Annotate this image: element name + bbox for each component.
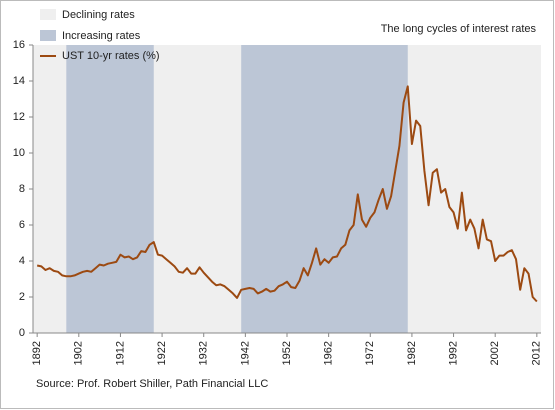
y-tick-label: 4 xyxy=(19,255,25,267)
x-tick-label: 1892 xyxy=(31,341,43,365)
x-tick-label: 2002 xyxy=(489,341,501,365)
x-tick-label: 1982 xyxy=(406,341,418,365)
y-tick-label: 10 xyxy=(13,147,25,159)
y-tick-label: 14 xyxy=(13,75,25,87)
y-tick-label: 12 xyxy=(13,111,25,123)
x-tick-label: 1912 xyxy=(114,341,126,365)
y-tick-label: 0 xyxy=(19,327,25,339)
x-tick-label: 1922 xyxy=(156,341,168,365)
legend-label: UST 10-yr rates (%) xyxy=(62,50,160,62)
x-tick-label: 1992 xyxy=(447,341,459,365)
x-tick-label: 1902 xyxy=(73,341,85,365)
y-tick-label: 16 xyxy=(13,39,25,51)
rate-line xyxy=(36,85,538,303)
x-tick-label: 1972 xyxy=(364,341,376,365)
y-tick-label: 8 xyxy=(19,183,25,195)
x-tick-label: 1962 xyxy=(323,341,335,365)
x-tick-label: 1942 xyxy=(239,341,251,365)
x-tick-label: 1952 xyxy=(281,341,293,365)
x-tick-label: 1932 xyxy=(198,341,210,365)
y-tick-label: 2 xyxy=(19,291,25,303)
legend-swatch xyxy=(40,30,56,41)
chart-title: The long cycles of interest rates xyxy=(381,23,537,35)
y-tick-label: 6 xyxy=(19,219,25,231)
legend-swatch xyxy=(40,9,56,20)
legend-label: Declining rates xyxy=(62,9,135,21)
source-note: Source: Prof. Robert Shiller, Path Finan… xyxy=(36,378,268,390)
legend-label: Increasing rates xyxy=(62,30,141,42)
increasing-period xyxy=(66,45,154,333)
x-tick-label: 2012 xyxy=(531,341,543,365)
increasing-period xyxy=(241,45,408,333)
